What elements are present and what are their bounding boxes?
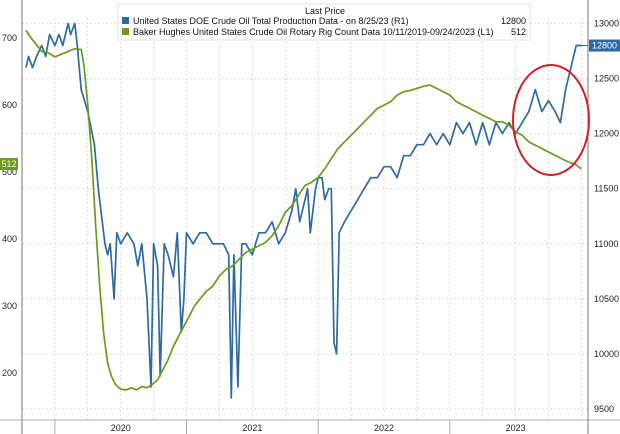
rigs-last-value: 512 bbox=[1, 159, 16, 169]
series-line-production bbox=[25, 22, 582, 399]
x-tick-label: 2022 bbox=[374, 423, 394, 433]
x-tick-label: 2023 bbox=[506, 423, 526, 433]
series-line-rigs bbox=[25, 29, 582, 391]
legend-swatch-rigs bbox=[122, 28, 129, 35]
last-price-badges: 12800 512 bbox=[0, 39, 620, 171]
right-tick-label: 10500 bbox=[594, 294, 619, 304]
legend: Last Price United States DOE Crude Oil T… bbox=[117, 3, 531, 41]
legend-header: Last Price bbox=[305, 6, 345, 16]
annotation bbox=[512, 64, 590, 176]
highlight-ellipse bbox=[512, 64, 590, 176]
rigs-last-badge bbox=[0, 158, 18, 171]
right-tick-label: 12500 bbox=[594, 74, 619, 84]
production-last-value: 12800 bbox=[592, 41, 617, 51]
legend-box bbox=[117, 3, 531, 41]
production-last-badge bbox=[589, 39, 620, 52]
right-tick-label: 13000 bbox=[594, 19, 619, 29]
left-tick-label: 600 bbox=[2, 100, 17, 110]
left-tick-label: 700 bbox=[2, 33, 17, 43]
left-tick-label: 300 bbox=[2, 301, 17, 311]
left-axis: 200 300 400 500 600 700 bbox=[2, 33, 17, 378]
right-tick-label: 11500 bbox=[594, 184, 618, 194]
series-lines bbox=[25, 22, 582, 399]
x-axis: 2020 2021 2022 2023 bbox=[54, 420, 526, 434]
right-tick-label: 9500 bbox=[594, 404, 614, 414]
legend-swatch-production bbox=[122, 17, 129, 24]
legend-value-production: 12800 bbox=[501, 16, 526, 26]
legend-entry-production: United States DOE Crude Oil Total Produc… bbox=[133, 16, 408, 26]
grid-lines bbox=[22, 18, 588, 420]
left-tick-label: 500 bbox=[2, 167, 17, 177]
x-tick-label: 2021 bbox=[242, 423, 262, 433]
right-axis: 9500 10000 10500 11000 11500 12000 12500 13000 bbox=[594, 19, 619, 414]
right-tick-label: 12000 bbox=[594, 129, 619, 139]
left-tick-label: 200 bbox=[2, 368, 17, 378]
legend-value-rigs: 512 bbox=[511, 27, 526, 37]
left-tick-label: 400 bbox=[2, 234, 17, 244]
x-tick-label: 2020 bbox=[111, 423, 131, 433]
legend-entry-rigs: Baker Hughes United States Crude Oil Rot… bbox=[133, 27, 494, 37]
right-tick-label: 10000 bbox=[594, 349, 619, 359]
right-tick-label: 11000 bbox=[594, 239, 618, 249]
